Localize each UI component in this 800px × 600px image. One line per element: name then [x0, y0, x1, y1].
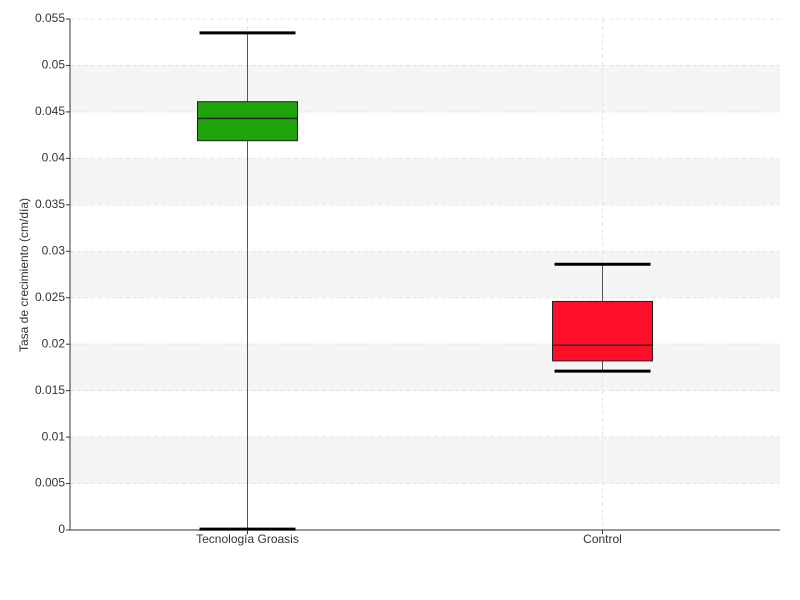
grid-band	[70, 65, 780, 112]
y-tick-label: 0.055	[35, 11, 65, 25]
y-axis-label: Tasa de crecimiento (cm/día)	[17, 198, 31, 352]
grid-band	[70, 437, 780, 484]
y-tick-label: 0.04	[42, 151, 66, 165]
y-tick-label: 0.015	[35, 383, 65, 397]
y-tick-label: 0.05	[42, 58, 66, 72]
box	[197, 101, 298, 142]
grid-band	[70, 158, 780, 205]
y-tick-label: 0.005	[35, 476, 65, 490]
y-tick-label: 0.02	[42, 336, 66, 350]
grid-band	[70, 251, 780, 298]
y-tick-label: 0.03	[42, 243, 66, 257]
box	[552, 300, 653, 362]
y-tick-label: 0.035	[35, 197, 65, 211]
y-tick-label: 0.045	[35, 104, 65, 118]
x-tick-label: Control	[583, 532, 622, 546]
x-tick-label: Tecnología Groasis	[196, 532, 299, 546]
y-tick-label: 0	[58, 522, 65, 536]
y-tick-label: 0.025	[35, 290, 65, 304]
grid-band	[70, 344, 780, 391]
y-tick-label: 0.01	[42, 429, 66, 443]
